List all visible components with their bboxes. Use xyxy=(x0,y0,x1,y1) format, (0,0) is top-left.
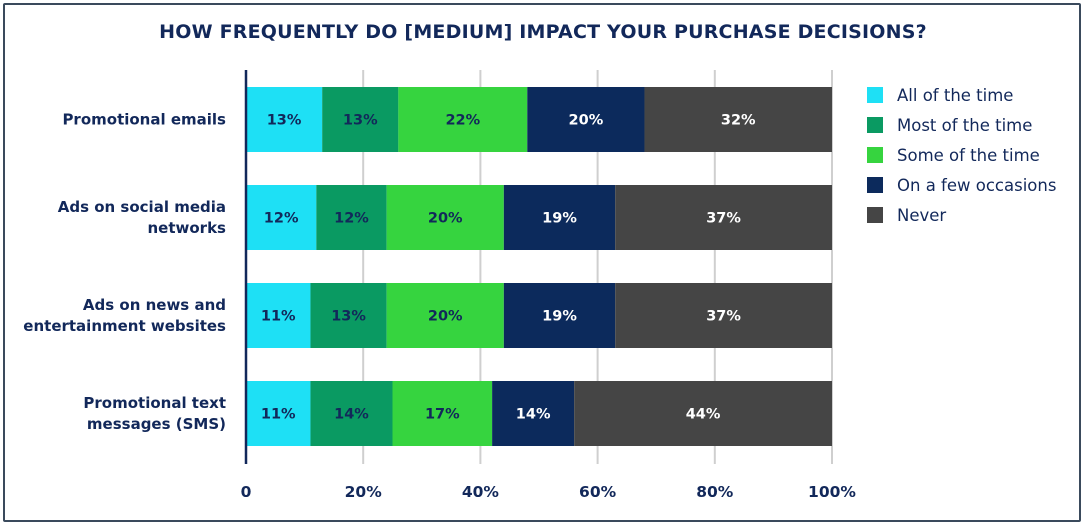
category-label: Ads on news and xyxy=(83,296,226,314)
legend-label: On a few occasions xyxy=(897,176,1056,195)
bar-segment xyxy=(316,185,387,250)
data-label: 14% xyxy=(334,407,369,423)
legend-label: Some of the time xyxy=(897,146,1040,165)
category-label: Ads on social media xyxy=(58,198,226,216)
bar-segment xyxy=(398,87,528,152)
bar-segment xyxy=(503,283,616,348)
bar-segment xyxy=(246,381,311,446)
data-label: 32% xyxy=(721,113,756,129)
bar-segment xyxy=(322,87,399,152)
legend-label: All of the time xyxy=(897,86,1013,105)
bar-segment xyxy=(527,87,645,152)
bar-segment xyxy=(644,87,832,152)
data-label: 11% xyxy=(261,309,296,325)
category-label: networks xyxy=(148,219,227,237)
data-label: 12% xyxy=(264,211,299,227)
data-label: 20% xyxy=(569,113,604,129)
data-label: 22% xyxy=(445,113,480,129)
x-tick-label: 100% xyxy=(808,483,856,501)
chart-title: HOW FREQUENTLY DO [MEDIUM] IMPACT YOUR P… xyxy=(159,21,927,43)
bar-segment xyxy=(386,283,504,348)
bar-segment xyxy=(246,185,317,250)
data-label: 37% xyxy=(706,211,741,227)
x-tick-label: 80% xyxy=(696,483,734,501)
x-tick-label: 40% xyxy=(462,483,500,501)
data-label: 19% xyxy=(542,211,577,227)
data-label: 20% xyxy=(428,211,463,227)
data-label: 17% xyxy=(425,407,460,423)
legend: All of the time Most of the time Some of t… xyxy=(867,86,1056,225)
bar-segment xyxy=(503,185,616,250)
bar-segment xyxy=(310,283,387,348)
legend-swatch xyxy=(867,87,883,103)
bar-segment xyxy=(310,381,393,446)
chart-frame xyxy=(3,3,1081,522)
legend-label: Most of the time xyxy=(897,116,1032,135)
category-label: Promotional emails xyxy=(62,111,226,129)
data-label: 37% xyxy=(706,309,741,325)
legend-swatch xyxy=(867,177,883,193)
category-label: messages (SMS) xyxy=(87,415,226,433)
data-label: 11% xyxy=(261,407,296,423)
legend-swatch xyxy=(867,147,883,163)
x-tick-label: 20% xyxy=(345,483,383,501)
data-label: 14% xyxy=(516,407,551,423)
bar-segment xyxy=(386,185,504,250)
data-label: 13% xyxy=(343,113,378,129)
data-label: 12% xyxy=(334,211,369,227)
bar-segment xyxy=(246,283,311,348)
category-label: Promotional text xyxy=(83,394,226,412)
x-tick-label: 0 xyxy=(241,483,252,501)
bar-segment xyxy=(246,87,323,152)
data-label: 13% xyxy=(267,113,302,129)
category-label: entertainment websites xyxy=(23,317,226,335)
bar-segment xyxy=(615,185,832,250)
legend-swatch xyxy=(867,207,883,223)
category-labels: Promotional emails Ads on social media net… xyxy=(23,111,226,434)
legend-swatch xyxy=(867,117,883,133)
bar-segment xyxy=(574,381,832,446)
data-label: 19% xyxy=(542,309,577,325)
data-label: 20% xyxy=(428,309,463,325)
bar-segment xyxy=(492,381,575,446)
x-tick-labels: 0 20% 40% 60% 80% 100% xyxy=(241,483,857,501)
bars: 13% 13% 22% 20% 32% 12% 12% 20% 19% 37% 11% 13% 20% 1… xyxy=(246,87,832,446)
bar-segment xyxy=(392,381,493,446)
data-label: 44% xyxy=(686,407,721,423)
data-label: 13% xyxy=(331,309,366,325)
bar-segment xyxy=(615,283,832,348)
x-tick-label: 60% xyxy=(579,483,617,501)
legend-label: Never xyxy=(897,206,946,225)
